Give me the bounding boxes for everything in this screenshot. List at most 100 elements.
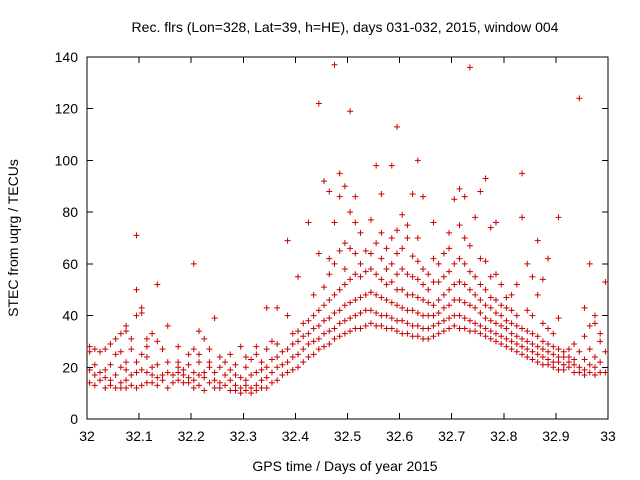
data-point xyxy=(383,281,390,288)
data-point xyxy=(263,384,270,391)
data-point xyxy=(430,322,437,329)
data-point xyxy=(232,361,239,368)
data-point xyxy=(258,366,265,373)
data-point xyxy=(321,343,328,350)
y-axis-ticks: 0 20 40 60 80 100 120 140 xyxy=(55,49,608,427)
data-point xyxy=(461,315,468,322)
data-point xyxy=(466,317,473,324)
data-point xyxy=(248,390,255,397)
data-point xyxy=(284,312,291,319)
data-point xyxy=(446,302,453,309)
data-point xyxy=(529,356,536,363)
data-point xyxy=(409,273,416,280)
data-point xyxy=(91,361,98,368)
data-point xyxy=(112,372,119,379)
data-point xyxy=(295,338,302,345)
data-point xyxy=(206,364,213,371)
data-point xyxy=(425,312,432,319)
data-point xyxy=(341,183,348,190)
data-point xyxy=(461,281,468,288)
data-point xyxy=(508,307,515,314)
data-point xyxy=(331,219,338,226)
data-point xyxy=(211,315,218,322)
data-point xyxy=(461,299,468,306)
data-point xyxy=(216,364,223,371)
data-point xyxy=(513,348,520,355)
data-point xyxy=(128,382,135,389)
data-point xyxy=(102,384,109,391)
data-point xyxy=(206,379,213,386)
data-point xyxy=(237,343,244,350)
x-axis-ticks: 32 32.1 32.2 32.3 32.4 32.5 32.6 32.7 32.8 32.9 33 xyxy=(79,57,616,444)
data-point xyxy=(383,297,390,304)
data-point xyxy=(305,219,312,226)
data-point xyxy=(268,369,275,376)
data-point xyxy=(305,330,312,337)
data-point xyxy=(300,333,307,340)
data-point xyxy=(420,312,427,319)
data-point xyxy=(326,255,333,262)
data-point xyxy=(545,356,552,363)
data-point xyxy=(581,333,588,340)
data-point xyxy=(477,322,484,329)
data-point xyxy=(253,369,260,376)
data-point xyxy=(357,260,364,267)
data-point xyxy=(274,377,281,384)
data-point xyxy=(211,369,218,376)
data-point xyxy=(258,359,265,366)
data-point xyxy=(169,372,176,379)
data-point xyxy=(393,328,400,335)
data-point xyxy=(367,250,374,257)
data-point xyxy=(190,260,197,267)
data-point xyxy=(190,369,197,376)
data-point xyxy=(576,348,583,355)
data-point xyxy=(571,341,578,348)
data-point xyxy=(133,232,140,239)
data-point xyxy=(154,374,161,381)
data-point xyxy=(117,364,124,371)
data-point xyxy=(482,258,489,265)
data-point xyxy=(472,328,479,335)
data-point xyxy=(123,384,130,391)
data-point xyxy=(133,312,140,319)
data-point xyxy=(227,351,234,358)
data-point xyxy=(456,278,463,285)
data-point xyxy=(498,322,505,329)
data-point xyxy=(373,240,380,247)
data-point xyxy=(378,255,385,262)
data-point xyxy=(352,250,359,257)
data-point xyxy=(133,359,140,366)
data-point xyxy=(440,328,447,335)
data-point xyxy=(295,364,302,371)
data-point xyxy=(487,328,494,335)
data-point xyxy=(472,291,479,298)
data-point xyxy=(341,330,348,337)
data-point xyxy=(513,341,520,348)
data-point xyxy=(565,346,572,353)
data-point xyxy=(383,312,390,319)
data-point xyxy=(545,341,552,348)
data-point xyxy=(435,330,442,337)
data-point xyxy=(336,320,343,327)
data-point xyxy=(466,268,473,275)
data-point xyxy=(508,338,515,345)
data-point xyxy=(367,216,374,223)
data-point xyxy=(347,108,354,115)
data-point xyxy=(529,330,536,337)
data-point xyxy=(602,278,609,285)
data-point xyxy=(508,320,515,327)
data-point xyxy=(404,291,411,298)
data-point xyxy=(503,343,510,350)
data-point xyxy=(253,351,260,358)
data-point xyxy=(305,317,312,324)
data-point xyxy=(321,302,328,309)
data-point xyxy=(409,291,416,298)
data-point xyxy=(597,359,604,366)
data-point xyxy=(492,320,499,327)
data-point xyxy=(482,302,489,309)
chart-title: Rec. flrs (Lon=328, Lat=39, h=HE), days … xyxy=(132,19,559,35)
data-point xyxy=(279,361,286,368)
data-point xyxy=(201,374,208,381)
y-tick-label: 40 xyxy=(62,308,78,324)
data-point xyxy=(451,312,458,319)
